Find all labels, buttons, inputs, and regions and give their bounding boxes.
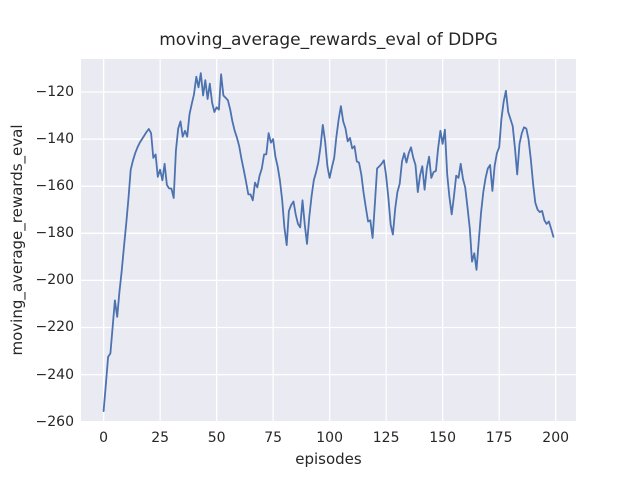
y-tick-label: −220	[35, 319, 74, 336]
x-tick-label: 200	[542, 430, 570, 446]
x-tick-label: 0	[99, 430, 109, 446]
y-tick-label: −160	[35, 178, 74, 195]
y-tick-label: −180	[35, 225, 74, 242]
plot-area	[81, 59, 576, 421]
x-tick-label: 25	[151, 430, 170, 446]
x-tick-label: 150	[429, 430, 457, 446]
x-axis-label: episodes	[295, 450, 362, 468]
chart-svg	[81, 59, 576, 421]
x-tick-label: 100	[316, 430, 343, 446]
y-tick-label: −200	[35, 272, 74, 289]
x-tick-label: 125	[372, 430, 400, 446]
y-tick-label: −140	[35, 131, 74, 148]
x-tick-label: 50	[207, 430, 226, 446]
y-tick-label: −120	[35, 83, 74, 100]
chart-title: moving_average_rewards_eval of DDPG	[159, 30, 498, 50]
x-tick-label: 175	[485, 430, 513, 446]
series-line	[102, 72, 555, 413]
x-tick-label: 75	[264, 430, 283, 446]
y-tick-label: −260	[35, 413, 74, 430]
y-tick-label: −240	[35, 366, 74, 383]
